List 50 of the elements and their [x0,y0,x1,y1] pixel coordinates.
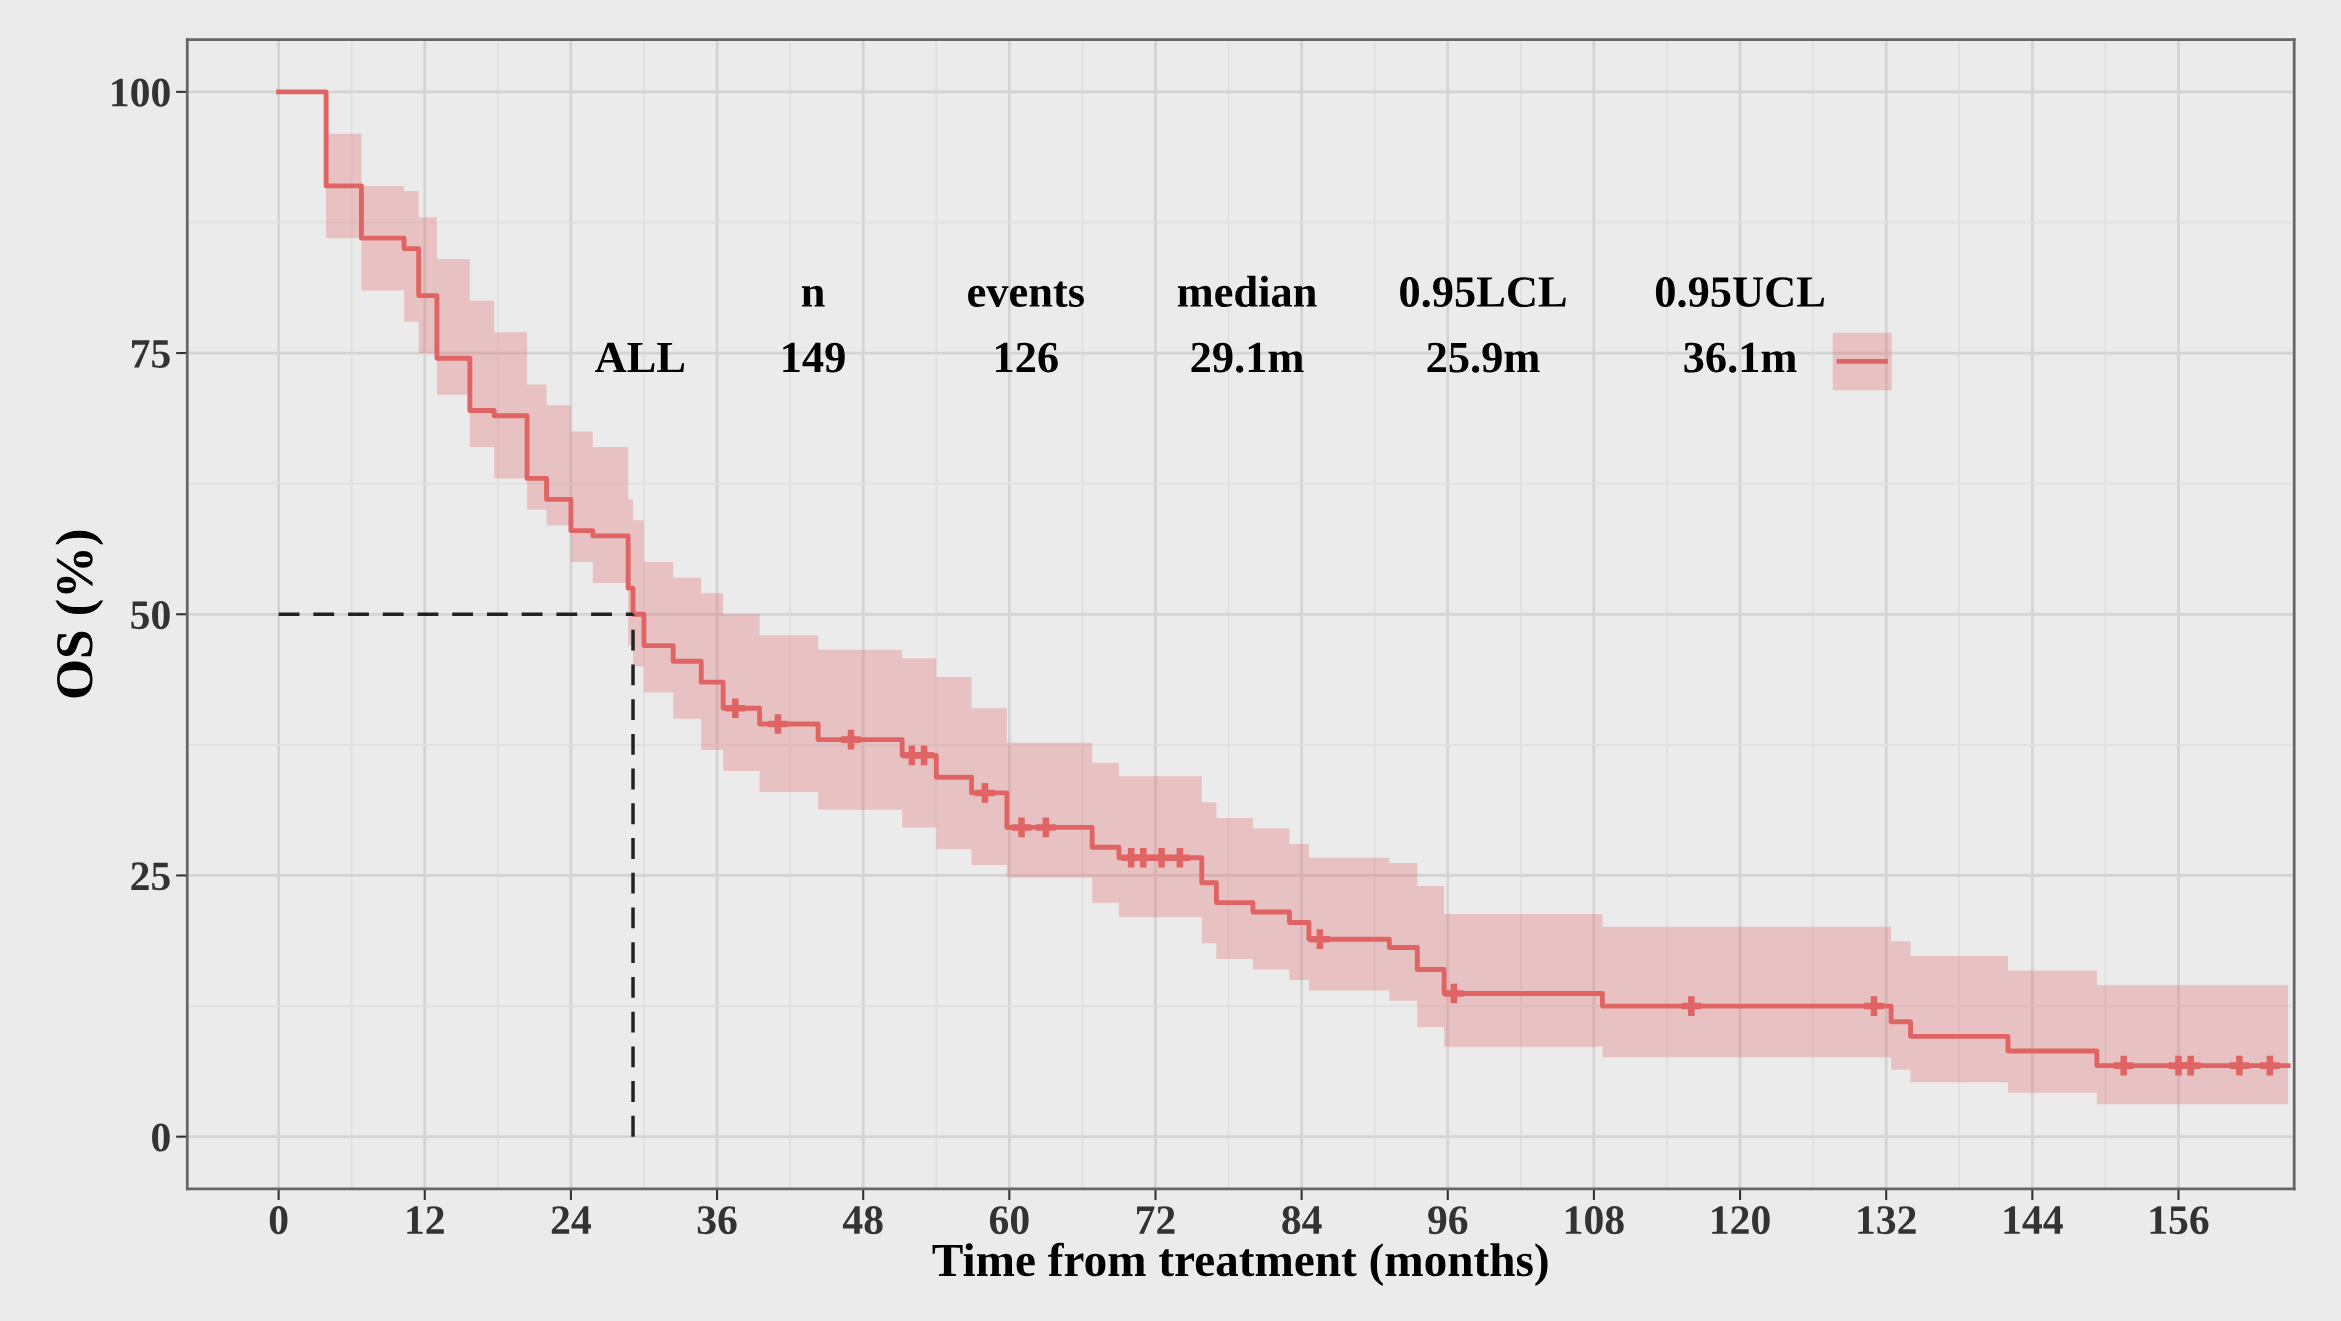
annotation: 0.95UCL [1655,277,1824,308]
y-axis-title: OS (%) [55,530,104,698]
x-tick-label: 132 [1858,1206,1916,1235]
point [1011,817,1032,838]
x-tick-label: 144 [2004,1206,2063,1234]
series-label: ALL [595,342,685,373]
point [1444,983,1464,1004]
x-axis-title: Time from treatment (months) [932,1242,1548,1286]
y-tick-label: 100 [112,78,170,107]
x-tick-label: 12 [407,1206,444,1234]
point [841,729,861,750]
x-tick-label: 156 [2150,1206,2209,1235]
x-tick-label: 48 [842,1206,883,1235]
point [768,714,788,734]
annotation: 36.1m [1684,342,1797,373]
y-tick-label: 50 [131,601,170,630]
annotation: 0.95LCL [1400,277,1566,308]
annotation: 25.9m [1427,342,1540,373]
point [1864,996,1884,1016]
point [1036,817,1056,838]
point [2229,1055,2250,1076]
point [975,783,995,803]
point [1681,996,1702,1016]
x-tick-label: 84 [1282,1206,1322,1235]
annotation: n [801,285,825,307]
point [725,698,746,719]
x-tick-label: 72 [1137,1206,1175,1234]
y-tick-label: 25 [131,862,170,891]
x-tick-label: 0 [269,1206,288,1235]
point [1151,847,1172,868]
point [1133,847,1154,868]
annotation: events [968,281,1084,308]
x-tick-label: 108 [1566,1206,1624,1235]
point [2180,1055,2201,1076]
y-tick-label: 0 [152,1123,170,1152]
x-tick-label: 36 [697,1206,737,1235]
annotation: median [1177,275,1317,308]
x-tick-label: 96 [1428,1206,1468,1235]
x-tick-label: 24 [551,1206,591,1234]
annotation: 126 [996,342,1058,373]
point [2260,1055,2280,1076]
point [2113,1055,2134,1076]
x-tick-label: 120 [1712,1206,1770,1235]
annotation: 149 [783,342,845,373]
point [1170,847,1190,868]
y-tick-label: 75 [132,340,170,368]
annotation: 29.1m [1191,342,1304,373]
x-tick-label: 60 [989,1206,1029,1235]
point [1310,929,1330,950]
point [914,745,934,766]
